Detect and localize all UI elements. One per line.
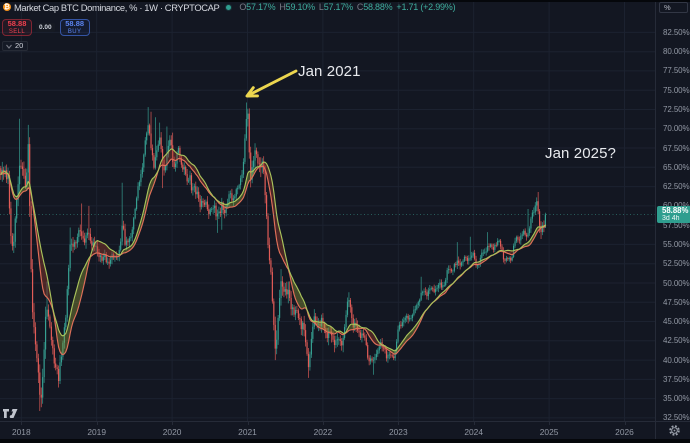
tradingview-logo[interactable] — [3, 409, 20, 419]
low-label: L — [318, 2, 324, 12]
price-tick-label: 37.50% — [663, 374, 690, 384]
spread-value: 0.00 — [36, 23, 55, 32]
last-price-label: 58.88% 3d 4h — [657, 206, 690, 223]
year-tick-mark — [247, 422, 249, 425]
price-tick-label: 65.00% — [663, 162, 690, 172]
price-tick-label: 70.00% — [663, 124, 690, 134]
buy-label: BUY — [67, 28, 82, 35]
year-label: 2026 — [615, 427, 634, 437]
annotation-arrow — [245, 69, 298, 98]
window-frame-top — [0, 0, 690, 2]
ma-ribbon-fill — [213, 166, 260, 209]
market-status-dot-icon[interactable] — [226, 4, 232, 10]
price-tick-label: 55.00% — [663, 239, 690, 249]
price-tick-label: 32.50% — [663, 413, 690, 423]
price-tick-label: 72.50% — [663, 105, 690, 114]
bar-countdown: 3d 4h — [662, 215, 680, 222]
down-candle-wicks — [0, 108, 545, 411]
year-label: 2018 — [11, 427, 31, 437]
ma-ribbon-fill — [8, 173, 33, 204]
close-value: 58.88% — [363, 2, 393, 12]
price-tick-label: 75.00% — [663, 85, 690, 95]
price-tick-label: 50.00% — [663, 278, 690, 288]
price-tick-label: 77.50% — [663, 66, 690, 76]
axis-corner-separator — [655, 422, 656, 440]
annotation-jan-2021[interactable]: Jan 2021 — [298, 63, 361, 80]
price-tick-label: 45.00% — [663, 317, 690, 326]
candlestick-chart[interactable] — [0, 0, 655, 421]
price-tick-label: 57.50% — [663, 220, 690, 230]
year-tick-mark — [473, 422, 475, 425]
year-tick-mark — [624, 422, 626, 425]
ma-line — [0, 148, 546, 352]
year-label: 2021 — [238, 427, 257, 437]
open-label: O — [239, 2, 247, 12]
year-label: 2020 — [162, 427, 182, 437]
price-tick-label: 42.50% — [663, 336, 690, 346]
settings-gear-icon[interactable] — [668, 424, 681, 437]
time-axis[interactable]: 2018 2019 2020 2021 2022 2023 2024 2025 2026 — [0, 421, 690, 440]
price-unit-button[interactable]: % — [659, 2, 688, 13]
symbol-header: ₿ Market Cap BTC Dominance, % · 1W · CRY… — [3, 1, 456, 14]
year-tick-mark — [549, 422, 551, 425]
price-tick-label: 82.50% — [663, 27, 690, 37]
ma-ribbon-fill — [52, 256, 91, 355]
indicator-legend[interactable]: 20 — [2, 41, 29, 51]
year-label: 2024 — [464, 427, 484, 437]
bitcoin-icon: ₿ — [3, 3, 11, 11]
year-tick-mark — [21, 422, 23, 425]
year-label: 2023 — [388, 427, 408, 437]
sell-button[interactable]: 58.88 SELL — [2, 19, 32, 36]
price-tick-label: 35.00% — [663, 394, 690, 404]
annotation-jan-2025[interactable]: Jan 2025? — [545, 145, 616, 162]
chevron-down-icon[interactable] — [6, 44, 12, 49]
price-axis[interactable]: % 82.50% 80.00% 77.50% 75.00% 72.50% 70.00% 67… — [655, 0, 690, 423]
buy-price: 58.88 — [65, 19, 85, 29]
sell-price: 58.88 — [7, 19, 27, 29]
year-label: 2019 — [87, 427, 107, 437]
buy-button[interactable]: 58.88 BUY — [59, 19, 90, 36]
price-tick-label: 60.00% — [663, 201, 690, 210]
year-label: 2022 — [313, 427, 333, 437]
ohlc-values: O57.17% H59.10% L57.17% C58.88% +1.71 (+2.99… — [239, 2, 455, 12]
price-tick-label: 52.50% — [663, 259, 690, 269]
ma-ribbon-fill — [312, 321, 338, 334]
indicator-legend-value: 20 — [15, 41, 24, 51]
open-value: 57.17% — [246, 2, 276, 12]
close-label: C — [356, 2, 364, 12]
year-tick-mark — [172, 422, 174, 425]
last-price-value: 58.88% — [662, 206, 689, 215]
window-frame-bottom — [0, 439, 690, 443]
year-tick-mark — [398, 422, 400, 425]
sell-label: SELL — [8, 28, 26, 35]
price-tick-label: 47.50% — [663, 297, 690, 307]
year-label: 2025 — [539, 427, 559, 437]
price-tick-label: 62.50% — [663, 182, 690, 192]
ma-ribbon-fill — [158, 148, 214, 197]
price-tick-label: 40.00% — [663, 355, 690, 365]
price-tick-label: 67.50% — [663, 143, 690, 153]
change-value: +1.71 (+2.99%) — [396, 2, 456, 12]
high-label: H — [279, 2, 286, 12]
year-tick-mark — [322, 422, 324, 425]
year-tick-mark — [96, 422, 98, 425]
high-value: 59.10% — [285, 2, 315, 12]
low-value: 57.17% — [323, 2, 353, 12]
down-candle-bodies — [0, 113, 545, 398]
trade-buttons: 58.88 SELL 0.00 58.88 BUY — [2, 19, 90, 36]
price-tick-label: 80.00% — [663, 47, 690, 57]
symbol-title[interactable]: Market Cap BTC Dominance, % · 1W · CRYPT… — [14, 1, 220, 13]
ma-ribbon-fill — [120, 170, 159, 255]
chart-pane[interactable]: ₿ Market Cap BTC Dominance, % · 1W · CRY… — [0, 0, 655, 421]
